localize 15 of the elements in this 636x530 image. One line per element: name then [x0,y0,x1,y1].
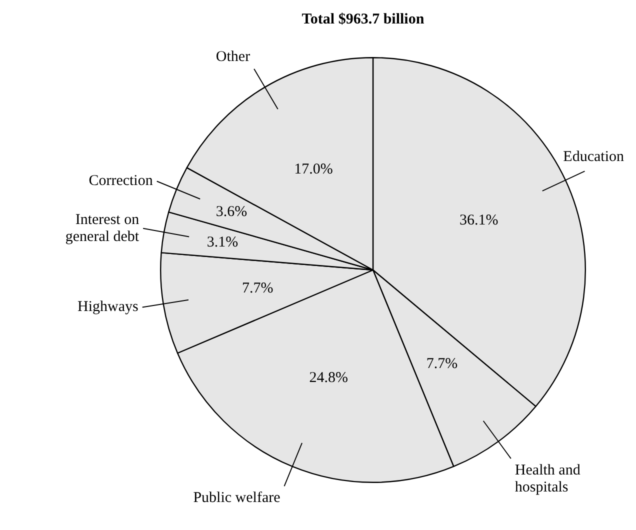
slice-label: Correction [88,173,154,190]
data-label: 24.8% [309,370,348,386]
slice-label: Highways [78,299,139,316]
slice-label: Education [563,149,624,166]
slice-label: Other [216,48,250,65]
slice-label: Interest on general debt [65,212,140,245]
slice-label: Public welfare [193,490,281,506]
data-label: 3.6% [216,204,248,220]
data-label: 17.0% [294,161,333,178]
data-label: 7.7% [426,356,458,372]
chart-title: Total $963.7 billion [302,11,425,28]
slice-label: Health and hospitals [514,462,581,496]
data-label: 3.1% [206,234,238,251]
data-label: 7.7% [242,280,274,297]
data-label: 36.1% [459,212,498,229]
